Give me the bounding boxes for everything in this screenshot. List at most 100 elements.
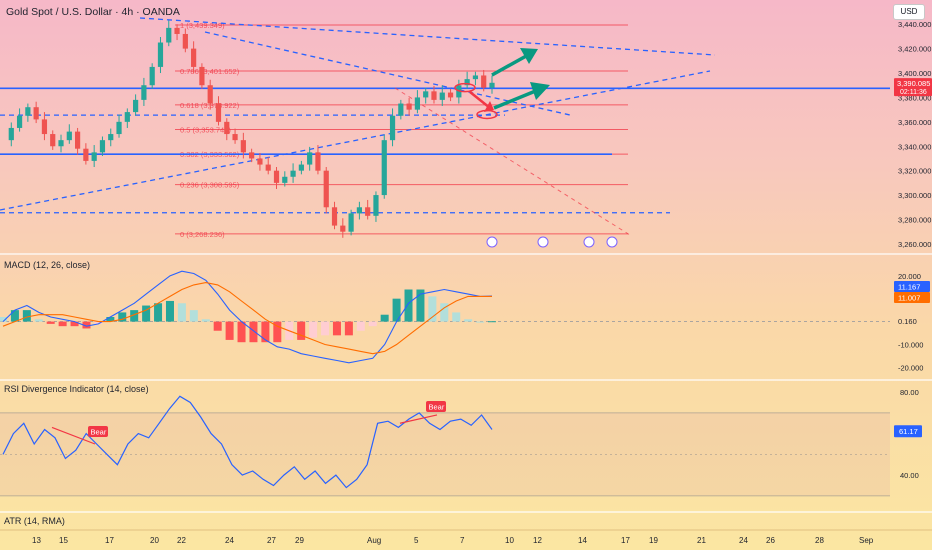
macd-histogram-bar (34, 319, 43, 322)
macd-pane-title: MACD (12, 26, close) (4, 260, 91, 270)
up-arrow-shaft (493, 88, 539, 110)
candle-body (282, 176, 288, 183)
candle-body (240, 140, 246, 153)
rsi-y-tick: 40.00 (900, 471, 919, 480)
y-axis-tick: 3,420.000 (898, 45, 931, 54)
lightning-icon (486, 236, 498, 248)
macd-y-tick: 20.000 (898, 272, 921, 281)
macd-histogram-bar (273, 321, 282, 343)
candle-body (191, 48, 197, 67)
fib-level-label: 0.786 (3,401.652) (180, 67, 240, 76)
candle-body (149, 66, 155, 86)
macd-histogram-bar (368, 321, 377, 327)
candle-body (406, 103, 412, 110)
y-axis-tick: 3,440.000 (898, 20, 931, 29)
macd-histogram-bar (70, 321, 79, 327)
rsi-pane-title: RSI Divergence Indicator (14, close) (4, 384, 149, 394)
fib-trendline (394, 87, 631, 236)
fib-level-label: 0.236 (3,308.595) (180, 181, 240, 190)
macd-histogram-bar (189, 310, 198, 322)
macd-histogram-bar (392, 298, 401, 322)
candle-body (398, 103, 404, 116)
rsi-line (2, 395, 493, 489)
candle-body (166, 27, 172, 43)
bear-divergence-line (399, 414, 438, 424)
macd-histogram-bar (261, 321, 270, 343)
currency-button[interactable]: USD (893, 4, 925, 20)
chart-title: Gold Spot / U.S. Dollar · 4h · OANDA (6, 6, 180, 18)
x-axis-tick: 26 (766, 536, 775, 545)
macd-histogram-bar (464, 319, 473, 322)
y-axis-tick: 3,280.000 (898, 215, 931, 224)
down-arrow-head (484, 101, 494, 112)
macd-histogram-bar (404, 289, 413, 322)
x-axis-tick: 17 (105, 536, 114, 545)
candle-body (25, 107, 31, 116)
macd-histogram-bar (321, 321, 330, 336)
candle-body (447, 92, 454, 98)
x-axis-tick: 28 (815, 536, 824, 545)
candle-body (224, 121, 230, 135)
candle-body (290, 170, 296, 177)
us-flag-icon (583, 236, 595, 248)
highlight-circle (454, 82, 476, 93)
candle-body (331, 207, 338, 226)
macd-histogram-bar (22, 310, 31, 322)
macd-histogram-bar (154, 303, 163, 322)
x-axis-tick: 12 (533, 536, 542, 545)
macd-histogram-bar (380, 314, 389, 322)
candle-body (249, 152, 255, 159)
countdown-label: 02:11:36 (900, 89, 927, 96)
candle-body (373, 195, 379, 216)
candle-body (472, 75, 479, 80)
fib-level-label: 0 (3,268.236) (180, 230, 225, 239)
candle-body (232, 134, 238, 141)
candle-body (257, 158, 263, 165)
bear-label: Bear (91, 428, 107, 437)
macd-histogram-bar (10, 310, 19, 322)
candle-body (157, 42, 164, 67)
candle-body (265, 164, 271, 171)
x-axis-tick: 5 (414, 536, 419, 545)
down-arrow-shaft (469, 91, 491, 109)
signal-line (2, 282, 492, 355)
up-arrow-head (520, 48, 538, 64)
last-price-tag (894, 78, 932, 97)
x-axis-tick: 10 (505, 536, 514, 545)
candle-body (8, 127, 14, 141)
y-axis-tick: 3,300.000 (898, 191, 931, 200)
y-axis-tick: 3,340.000 (898, 142, 931, 151)
candle-body (58, 140, 64, 147)
macd-histogram-bar (488, 321, 496, 323)
macd-histogram-bar (46, 321, 55, 324)
macd-histogram-bar (249, 321, 258, 343)
macd-y-tick: -10.000 (898, 341, 923, 350)
candle-body (489, 82, 495, 88)
x-axis-tick: Sep (859, 536, 874, 545)
macd-histogram-bar (452, 312, 461, 322)
macd-histogram-bar (213, 321, 222, 331)
candle-body (33, 107, 39, 120)
x-axis-tick: 19 (649, 536, 658, 545)
macd-value-label: 11.167 (898, 283, 920, 292)
x-axis-tick: 20 (150, 536, 159, 545)
candle-body (439, 92, 445, 100)
candle-body (91, 152, 97, 161)
macd-histogram-bar (0, 317, 7, 322)
candle-body (348, 213, 354, 232)
atr-pane-title: ATR (14, RMA) (4, 516, 65, 526)
macd-histogram-bar (237, 321, 246, 343)
x-axis-tick: 15 (59, 536, 68, 545)
x-axis-tick: 24 (739, 536, 748, 545)
up-arrow-shaft (491, 53, 529, 77)
y-axis-tick: 3,260.000 (898, 240, 931, 249)
candle-body (66, 131, 72, 141)
y-axis-tick: 3,400.000 (898, 69, 931, 78)
x-axis-tick: 17 (621, 536, 630, 545)
y-axis-tick: 3,320.000 (898, 167, 931, 176)
candle-body (431, 91, 437, 100)
candle-body (414, 97, 421, 110)
candle-body (124, 112, 130, 122)
upper-trendline (139, 17, 716, 56)
